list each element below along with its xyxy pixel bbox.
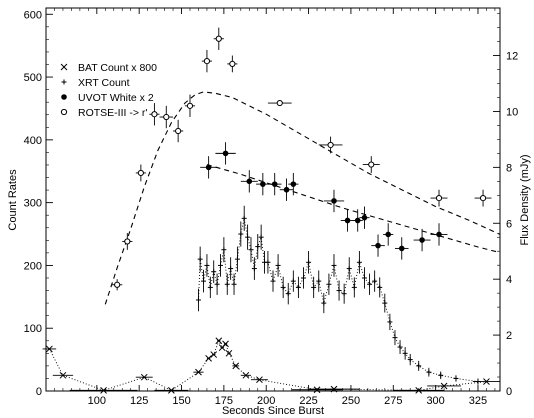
y2-tick-label: 2: [506, 330, 512, 342]
x-tick-label: 150: [172, 395, 190, 407]
legend-marker: [62, 95, 67, 100]
data-point: [376, 243, 381, 248]
data-point: [223, 151, 228, 156]
y2-tick-label: 12: [506, 51, 518, 63]
y2-tick-label: 8: [506, 162, 512, 174]
x-tick-label: 325: [469, 395, 487, 407]
data-point: [115, 282, 120, 287]
data-point: [152, 112, 157, 117]
data-point: [369, 162, 374, 167]
data-point: [386, 232, 391, 237]
x-tick-label: 100: [88, 395, 106, 407]
data-point: [176, 128, 181, 133]
y2-axis-label: Flux Density (mJy): [519, 154, 531, 245]
data-point: [277, 100, 282, 105]
data-point: [328, 142, 333, 147]
data-point: [420, 238, 425, 243]
y-tick-label: 0: [36, 386, 42, 398]
legend-label: UVOT White x 2: [78, 92, 154, 104]
series-4: [112, 28, 491, 291]
x-tick-label: 125: [130, 395, 148, 407]
legend-label: ROTSE-III -> r': [78, 107, 147, 119]
y2-tick-label: 6: [506, 218, 512, 230]
data-point: [437, 232, 442, 237]
y-tick-label: 400: [24, 135, 42, 147]
y-tick-label: 100: [24, 323, 42, 335]
x-tick-label: 275: [384, 395, 402, 407]
legend-marker: [61, 109, 66, 114]
data-point: [355, 218, 360, 223]
x-tick-label: 300: [426, 395, 444, 407]
data-point: [480, 196, 485, 201]
legend: BAT Count x 800 XRT Count UVOT White x 2 RO…: [61, 62, 157, 119]
data-point: [284, 187, 289, 192]
data-point: [332, 198, 337, 203]
data-point: [247, 179, 252, 184]
data-point: [291, 182, 296, 187]
data-point: [206, 165, 211, 170]
data-point: [399, 246, 404, 251]
y-axis-label: Count Rates: [7, 169, 19, 231]
data-point: [272, 182, 277, 187]
data-point: [230, 61, 235, 66]
data-point: [260, 182, 265, 187]
data-point: [187, 103, 192, 108]
series-3: [200, 142, 447, 259]
data-point: [138, 170, 143, 175]
legend-label: XRT Count: [78, 77, 130, 89]
y2-tick-label: 0: [506, 386, 512, 398]
y-tick-label: 300: [24, 198, 42, 210]
x-axis-label: Seconds Since Burst: [222, 405, 324, 417]
data-point: [204, 59, 209, 64]
series-1: [43, 338, 500, 394]
data-point: [362, 215, 367, 220]
x-tick-label: 250: [342, 395, 360, 407]
data-point: [125, 239, 130, 244]
data-point: [345, 218, 350, 223]
y-tick-label: 200: [24, 260, 42, 272]
data-point: [436, 196, 441, 201]
y2-tick-label: 4: [506, 274, 512, 286]
y-tick-label: 600: [24, 9, 42, 21]
data-point: [164, 114, 169, 119]
y-tick-label: 500: [24, 72, 42, 84]
y2-tick-label: 10: [506, 106, 518, 118]
data-point: [216, 36, 221, 41]
legend-label: BAT Count x 800: [78, 62, 157, 74]
